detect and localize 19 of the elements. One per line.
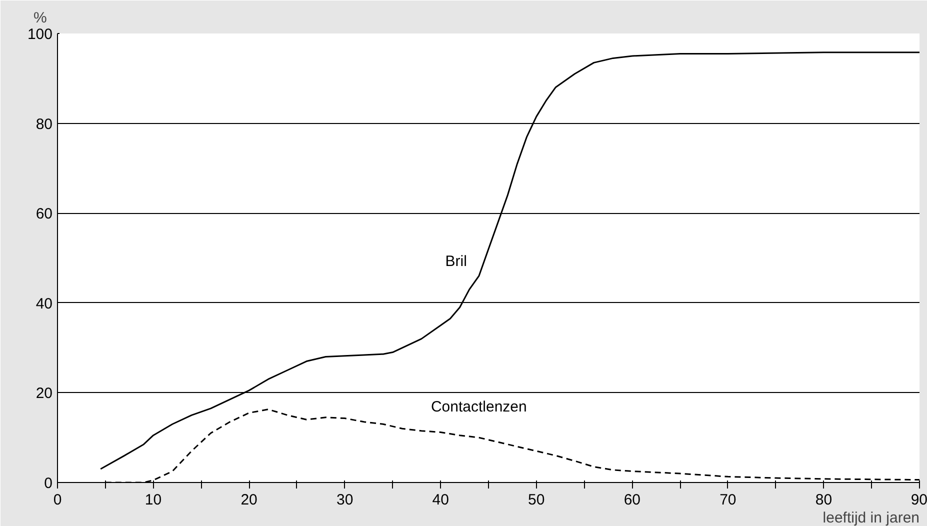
x-tick-label: 80 bbox=[815, 492, 832, 508]
x-tick-label: 10 bbox=[144, 492, 162, 508]
x-axis-title: leeftijd in jaren bbox=[822, 510, 920, 526]
y-tick-label: 0 bbox=[44, 475, 52, 492]
y-tick-label: 20 bbox=[36, 385, 53, 402]
series-label: Contactlenzen bbox=[430, 398, 527, 416]
x-tick-label: 50 bbox=[528, 492, 545, 508]
x-tick-label: 30 bbox=[336, 492, 354, 508]
y-tick-label: 80 bbox=[36, 116, 53, 133]
y-tick-label: 100 bbox=[27, 26, 53, 43]
x-tick-label: 60 bbox=[624, 492, 641, 508]
x-tick-label: 40 bbox=[432, 492, 449, 508]
x-tick-label: 20 bbox=[240, 492, 258, 508]
y-axis-title: % bbox=[34, 10, 47, 26]
x-tick-label: 70 bbox=[720, 492, 736, 508]
y-tick-label: 40 bbox=[36, 295, 53, 312]
series-label: Bril bbox=[445, 252, 467, 270]
x-tick-label: 90 bbox=[910, 492, 927, 508]
y-tick-label: 60 bbox=[36, 206, 53, 223]
